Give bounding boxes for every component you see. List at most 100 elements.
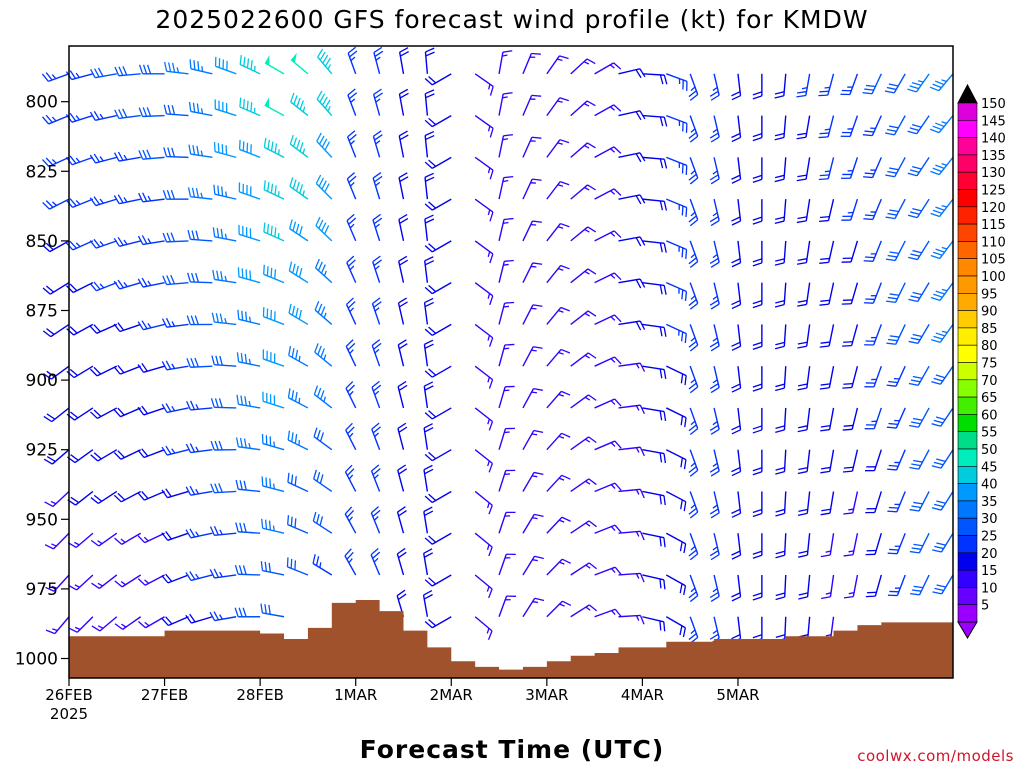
wind-barb-full [709,216,719,223]
wind-barb-full [797,512,808,516]
wind-barb-staff [805,240,811,263]
wind-barb-full [731,554,741,560]
wind-barb-full [68,584,78,591]
wind-barb-staff [262,442,285,451]
wind-barb [398,214,409,242]
wind-barb-full [635,279,642,289]
wind-barb-staff [431,407,452,420]
wind-barb-full [424,286,433,295]
wind-barb-staff [313,393,333,409]
wind-barb-staff [894,240,906,261]
wind-barb-full [639,110,646,120]
wind-barb-full [659,284,663,295]
wind-barb-full [752,262,763,267]
wind-barb-full [681,205,684,216]
wind-barb [840,115,859,138]
wind-barb-full [560,222,570,228]
wind-barb-full [162,275,168,285]
colorbar-label: 55 [981,426,998,441]
wind-barb [618,236,646,247]
wind-barb-full [194,315,199,325]
wind-barb-half [201,66,204,72]
wind-barb [665,449,687,470]
wind-barb-half [690,545,696,551]
wind-barb-full [679,541,683,552]
wind-barb-staff [689,491,699,513]
wind-barb-half [559,561,565,565]
wind-barb-half [99,241,105,246]
wind-barb [709,240,720,268]
wind-barb-full [819,90,829,93]
wind-barb-half [712,379,718,384]
wind-barb-full [295,349,299,360]
wind-barb-staff [689,574,699,596]
wind-barb-full [316,387,322,398]
wind-barb [137,448,165,459]
wind-barb-staff [143,407,165,416]
wind-barb-full [489,253,494,264]
wind-barb-full [932,167,943,173]
wind-barb-full [372,509,381,518]
wind-barb-full [488,588,493,599]
wind-barb [865,449,882,472]
wind-barb-full [187,272,191,283]
wind-barb-full [886,86,897,91]
wind-barb [594,482,622,493]
wind-barb [642,532,666,548]
wind-barb-half [635,531,640,537]
wind-barb-full [266,266,269,276]
wind-barb-full [887,552,898,555]
wind-barb-full [209,611,216,621]
wind-barb-full [424,245,433,253]
wind-barb-full [731,429,741,435]
wind-barb-staff [850,324,859,346]
wind-barb [820,407,835,432]
wind-barb-full [137,578,146,586]
wind-barb-half [848,592,855,595]
wind-barb [424,156,452,169]
wind-barb [819,240,835,264]
wind-barb [263,222,285,242]
wind-barb-full [659,410,663,421]
wind-barb-full [218,440,223,451]
wind-barb-half [350,98,356,103]
wind-barb-full [424,343,434,349]
wind-barb-full [398,510,407,517]
wind-barb-full [936,458,946,463]
wind-barb-full [775,592,786,597]
wind-barb-full [689,595,699,603]
wind-barb-half [557,268,564,271]
wind-barb [498,469,516,492]
wind-barb-full [685,249,688,260]
wind-barb-full [534,597,545,602]
wind-barb-full [225,145,228,155]
wind-barb-full [316,514,320,524]
wind-barb-full [913,585,924,589]
wind-barb [752,449,763,476]
wind-barb [688,157,699,185]
wind-barb-full [884,90,895,94]
wind-barb-staff [345,304,357,325]
wind-barb-full [291,432,294,442]
wind-barb-full [731,345,741,351]
wind-barb-full [295,223,300,234]
wind-barb [89,153,117,164]
wind-barb-full [347,342,356,351]
wind-barb-half [825,550,831,553]
wind-barb-staff [238,488,261,493]
wind-barb-half [374,348,380,354]
wind-barb-full [587,310,597,317]
wind-barb-half [75,200,81,205]
wind-barb [474,365,494,389]
wind-barb [345,339,357,367]
wind-barb [370,506,381,534]
wind-barb-full [797,174,807,178]
wind-barb-full [797,258,808,261]
wind-barb-half [487,167,491,174]
wind-barb-full [288,303,292,314]
wind-barb-full [688,215,697,223]
wind-barb-full [122,108,128,118]
wind-barb [91,616,118,632]
wind-barb-half [248,358,251,365]
wind-barb [819,324,835,348]
